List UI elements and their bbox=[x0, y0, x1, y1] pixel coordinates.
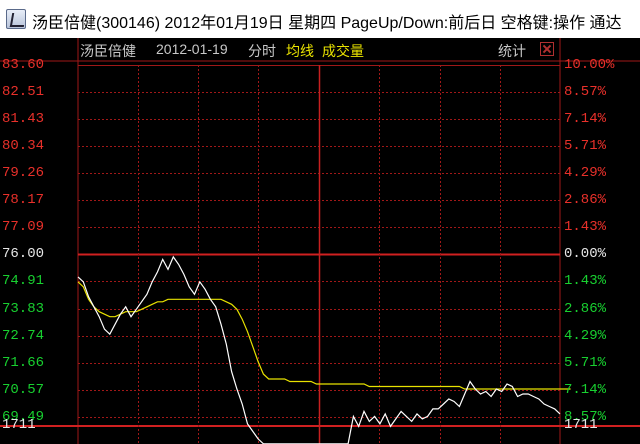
stats-button[interactable]: 统计 bbox=[498, 43, 526, 59]
pct-tick-label: 2.86% bbox=[564, 192, 607, 208]
stock-name-label: 汤臣倍健 bbox=[80, 43, 136, 59]
price-tick-label: 73.83 bbox=[2, 301, 45, 317]
volume-tick-label: 1711 bbox=[2, 417, 36, 433]
pct-tick-label: 5.71% bbox=[564, 138, 607, 154]
pct-tick-label: 8.57% bbox=[564, 84, 607, 100]
pct-tick-label: 10.00% bbox=[564, 57, 615, 73]
price-tick-label: 71.66 bbox=[2, 355, 45, 371]
pct-tick-label: 4.29% bbox=[564, 165, 607, 181]
pct-tick-label: 7.14% bbox=[564, 111, 607, 127]
pct-tick-label: 8.57% bbox=[564, 409, 607, 425]
price-tick-label: 82.51 bbox=[2, 84, 45, 100]
price-tick-label: 78.17 bbox=[2, 192, 45, 208]
volume-tick-label-right: 1711 bbox=[564, 417, 598, 433]
chart-date-label: 2012-01-19 bbox=[156, 41, 228, 57]
app-chart-icon bbox=[6, 9, 26, 29]
price-tick-label: 76.00 bbox=[2, 246, 45, 262]
pct-tick-label: 1.43% bbox=[564, 219, 607, 235]
price-tick-label: 83.60 bbox=[2, 57, 45, 73]
price-tick-label: 81.43 bbox=[2, 111, 45, 127]
price-tick-label: 69.49 bbox=[2, 409, 45, 425]
pct-tick-label: 1.43% bbox=[564, 273, 607, 289]
pct-tick-label: 2.86% bbox=[564, 301, 607, 317]
close-panel-icon[interactable] bbox=[540, 42, 554, 56]
volume-legend[interactable]: 成交量 bbox=[322, 43, 364, 59]
price-tick-label: 70.57 bbox=[2, 382, 45, 398]
pct-tick-label: 5.71% bbox=[564, 355, 607, 371]
pct-tick-label: 0.00% bbox=[564, 246, 607, 262]
price-tick-label: 80.34 bbox=[2, 138, 45, 154]
window-title: 汤臣倍健(300146) 2012年01月19日 星期四 PageUp/Down… bbox=[32, 15, 622, 32]
price-tick-label: 79.26 bbox=[2, 165, 45, 181]
price-tick-label: 74.91 bbox=[2, 273, 45, 289]
pct-tick-label: 4.29% bbox=[564, 328, 607, 344]
price-tick-label: 72.74 bbox=[2, 328, 45, 344]
window-titlebar: 汤臣倍健(300146) 2012年01月19日 星期四 PageUp/Down… bbox=[0, 0, 640, 38]
intraday-chart[interactable]: 汤臣倍健 2012-01-19 分时 均线 成交量 统计 83.60 10.00%… bbox=[0, 38, 640, 444]
avg-price-line bbox=[77, 281, 571, 390]
price-tick-label: 77.09 bbox=[2, 219, 45, 235]
pct-tick-label: 7.14% bbox=[564, 382, 607, 398]
avg-line-legend[interactable]: 均线 bbox=[286, 43, 314, 59]
chart-canvas bbox=[0, 38, 640, 444]
view-mode-label: 分时 bbox=[248, 43, 276, 59]
